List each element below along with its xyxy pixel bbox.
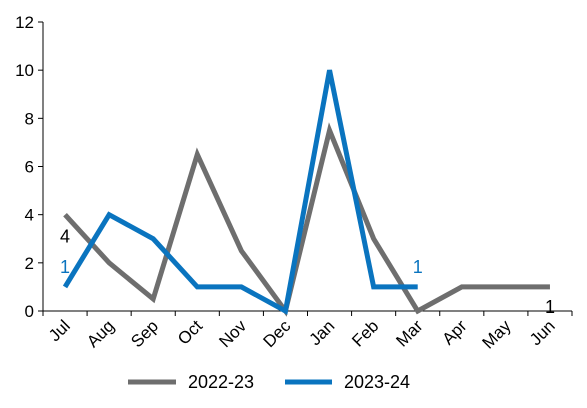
data-label: 1 <box>413 257 423 277</box>
x-tick-label: Apr <box>438 316 470 348</box>
x-tick-label: Nov <box>215 316 250 351</box>
y-tick-label: 6 <box>25 158 34 177</box>
x-tick-label: Mar <box>392 316 426 350</box>
x-tick-label: Feb <box>348 316 382 350</box>
legend-label: 2022-23 <box>188 372 254 392</box>
x-tick-label: May <box>479 316 515 352</box>
y-tick-label: 10 <box>15 61 34 80</box>
series-lines <box>62 69 550 317</box>
chart-axes <box>42 22 572 312</box>
data-labels: 4 1 1 1 <box>60 227 555 317</box>
data-label: 1 <box>60 257 70 277</box>
x-tick-label: Sep <box>127 316 162 351</box>
x-tick-label: Jan <box>306 316 339 349</box>
data-label: 4 <box>60 227 70 247</box>
x-tick-label: Dec <box>259 316 294 351</box>
x-tick-label: Oct <box>174 316 206 348</box>
data-label: 1 <box>545 297 555 317</box>
x-tick-label: Jul <box>45 316 74 345</box>
x-axis-ticks: Jul Aug Sep Oct Nov Dec Jan Feb Mar Apr May Jun <box>42 311 573 353</box>
series-line-2023-24 <box>62 69 418 315</box>
legend-label: 2023-24 <box>344 372 410 392</box>
y-tick-label: 2 <box>25 254 34 273</box>
series-line-2022-23 <box>63 122 550 317</box>
legend: 2022-23 2023-24 <box>128 372 410 392</box>
y-axis-ticks: 0 2 4 6 8 10 12 <box>15 13 43 321</box>
y-tick-label: 8 <box>25 109 34 128</box>
y-tick-label: 4 <box>25 206 34 225</box>
x-tick-label: Aug <box>83 316 118 351</box>
x-tick-label: Jun <box>526 316 559 349</box>
y-tick-label: 12 <box>15 13 34 32</box>
y-tick-label: 0 <box>25 302 34 321</box>
